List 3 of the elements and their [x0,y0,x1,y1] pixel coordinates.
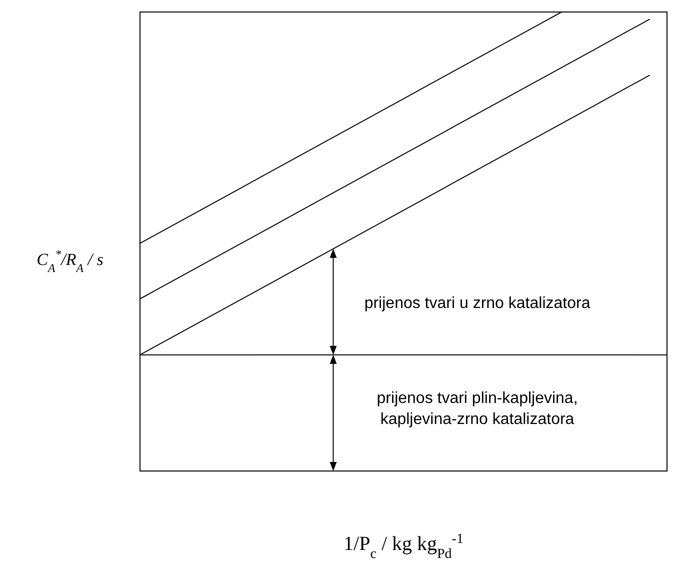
annotation: prijenos tvari u zrno katalizatora [364,294,590,312]
annotation: prijenos tvari plin-kapljevina, kapljevina-zrno katalizatora [376,390,578,428]
y-axis-title: C$_{A}$$^{*}$/R$_{A}$ / s [36,247,104,275]
